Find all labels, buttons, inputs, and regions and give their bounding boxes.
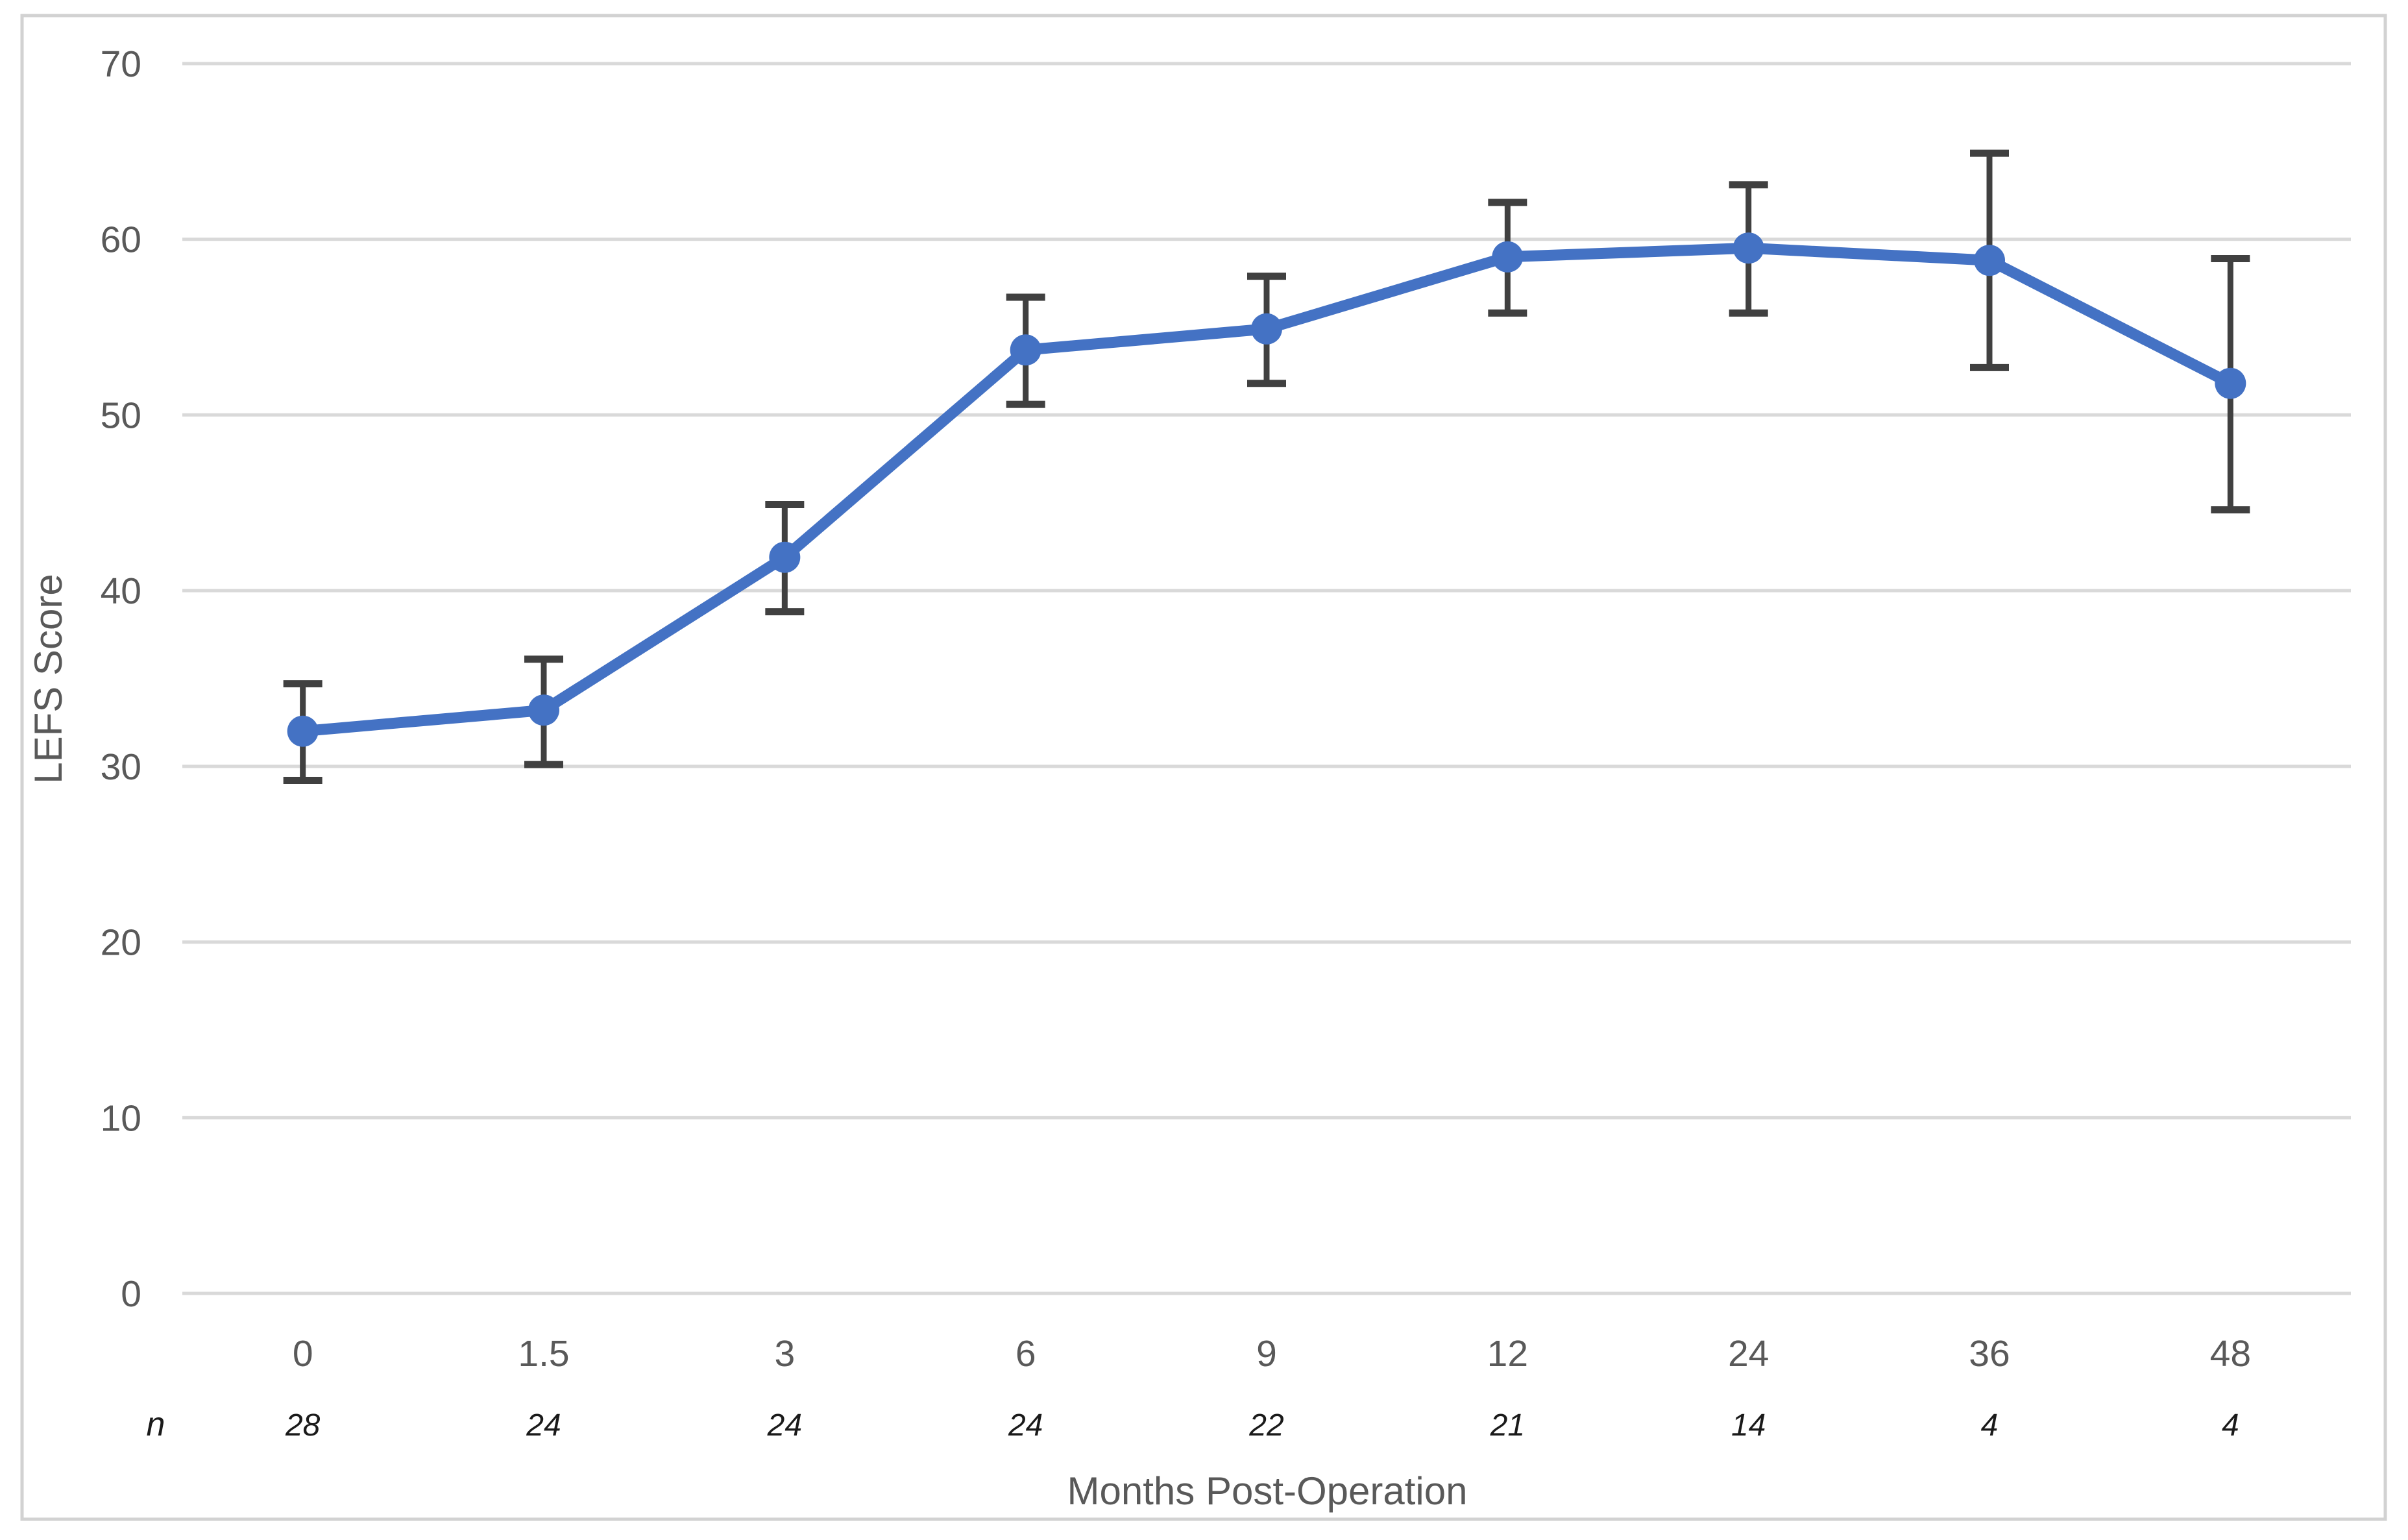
x-tick-label: 48	[2210, 1333, 2251, 1375]
x-tick-label: 9	[1256, 1333, 1277, 1375]
y-tick-label: 40	[101, 570, 141, 612]
x-tick-label: 36	[1969, 1333, 2010, 1375]
data-point-marker	[528, 694, 559, 726]
data-point-marker	[287, 715, 319, 747]
y-tick-label: 30	[101, 746, 141, 788]
data-point-marker	[1733, 232, 1764, 264]
y-tick-label: 50	[101, 395, 141, 436]
n-value: 24	[526, 1408, 561, 1443]
data-point-marker	[1492, 241, 1524, 273]
x-tick-label: 12	[1487, 1333, 1528, 1375]
x-axis-tick-labels: 0 1.5 3 6 9 12 24 36 48	[293, 1333, 2251, 1375]
n-value: 14	[1731, 1408, 1766, 1443]
data-point-marker	[769, 541, 801, 573]
y-axis-title: LEFS Score	[27, 574, 70, 783]
data-point-marker	[1251, 313, 1282, 345]
data-point-marker	[1974, 245, 2005, 276]
y-tick-label: 0	[121, 1273, 141, 1315]
x-tick-label: 1.5	[518, 1333, 569, 1375]
n-value: 28	[285, 1408, 321, 1443]
error-bars	[283, 149, 2250, 785]
series-lefs-score	[287, 232, 2246, 747]
y-tick-label: 10	[101, 1097, 141, 1139]
data-point-marker	[2215, 367, 2246, 399]
y-tick-label: 60	[101, 219, 141, 261]
x-tick-label: 6	[1015, 1333, 1036, 1375]
data-point-marker	[1010, 334, 1041, 366]
n-value: 4	[1981, 1408, 1999, 1443]
y-tick-label: 20	[101, 922, 141, 964]
n-value: 4	[2222, 1408, 2239, 1443]
n-value: 21	[1490, 1408, 1525, 1443]
n-count-row: 28 24 24 24 22 21 14 4 4	[285, 1408, 2239, 1443]
n-value: 22	[1248, 1408, 1283, 1443]
x-tick-label: 0	[293, 1333, 313, 1375]
n-row-label: n	[147, 1406, 165, 1443]
x-tick-label: 24	[1728, 1333, 1769, 1375]
n-value: 24	[767, 1408, 802, 1443]
x-tick-label: 3	[774, 1333, 795, 1375]
y-tick-label: 70	[101, 43, 141, 85]
x-axis-title: Months Post-Operation	[1067, 1469, 1468, 1513]
n-value: 24	[1008, 1408, 1043, 1443]
y-axis-tick-labels: 0 10 20 30 40 50 60 70	[101, 43, 141, 1315]
